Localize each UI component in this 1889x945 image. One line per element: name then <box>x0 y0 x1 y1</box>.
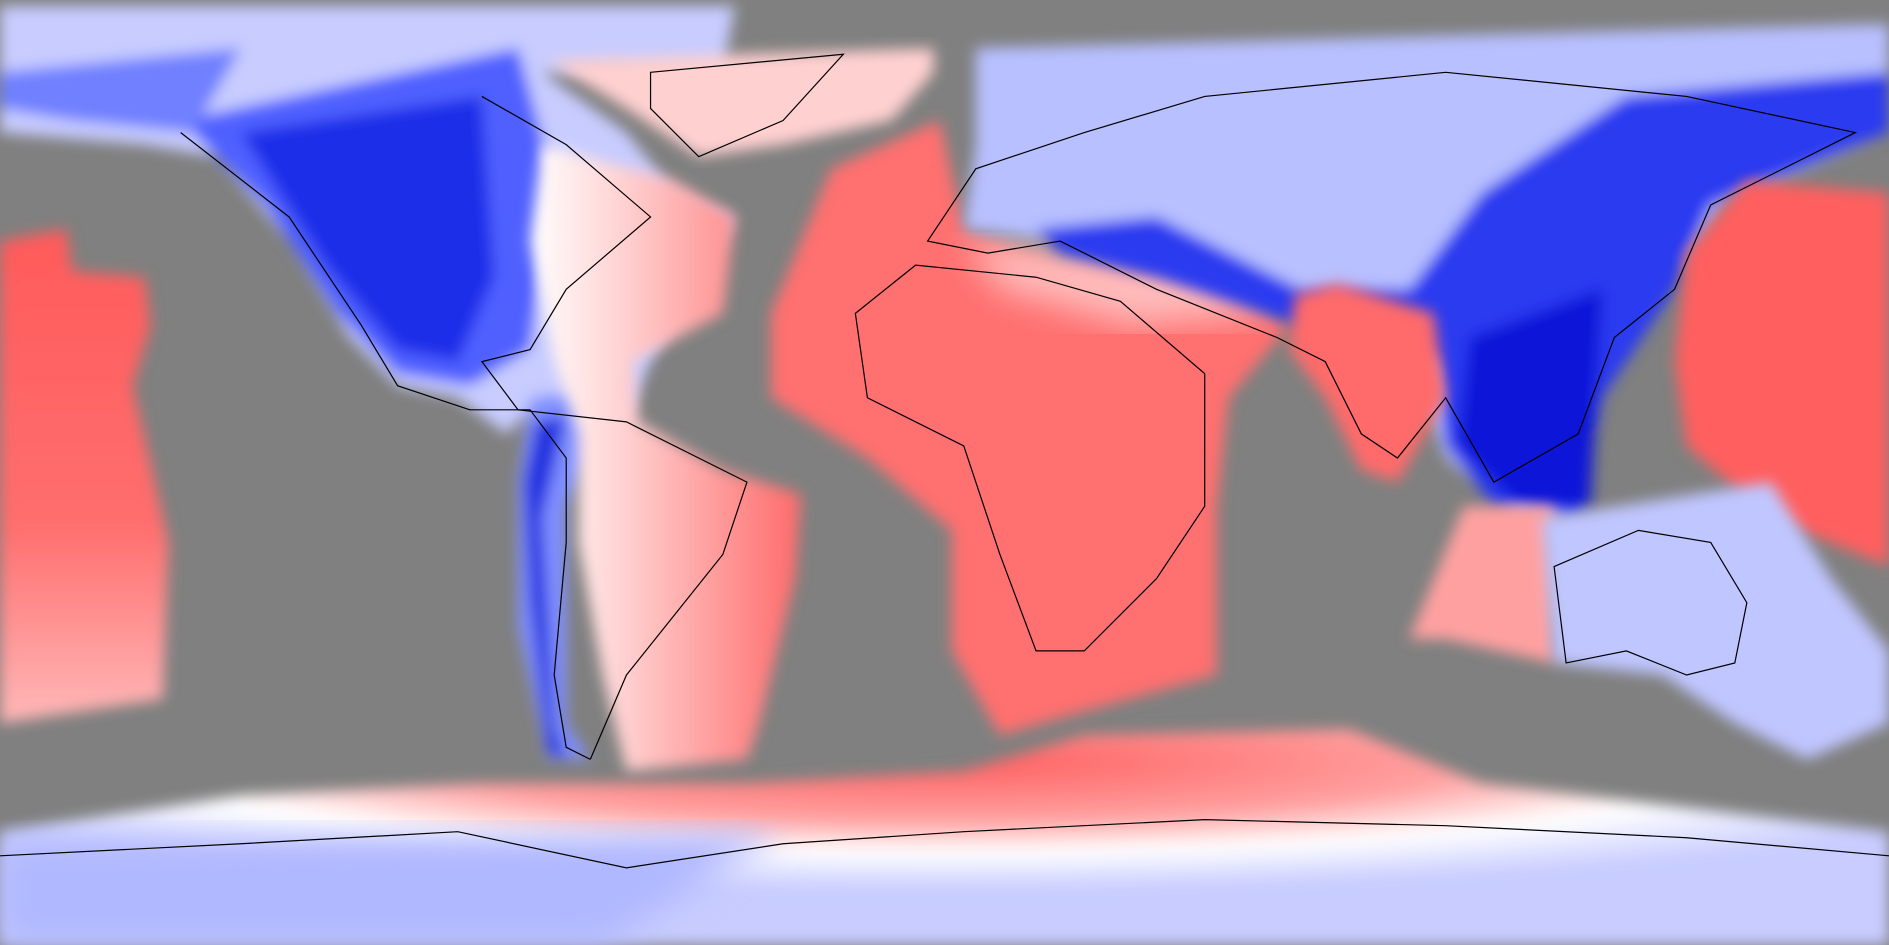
east-pacific-field <box>0 229 169 724</box>
australia-field <box>1542 482 1889 760</box>
coast-australia <box>1553 529 1748 676</box>
coast-greenland <box>649 53 845 158</box>
coast-americas-west <box>180 132 591 760</box>
sahara-field <box>963 241 1278 326</box>
coast-africa <box>854 264 1206 652</box>
west-pacific-field <box>1674 180 1889 567</box>
coast-americas-east <box>480 95 748 760</box>
greenland-field <box>548 48 934 157</box>
india-field <box>1289 283 1446 483</box>
atlantic-field <box>530 144 802 772</box>
coast-antarctica <box>0 819 1889 869</box>
coastlines <box>0 53 1889 869</box>
eurasia-field <box>963 24 1889 519</box>
coast-eurasia <box>926 71 1858 483</box>
indian-ocean-field <box>1409 506 1555 663</box>
